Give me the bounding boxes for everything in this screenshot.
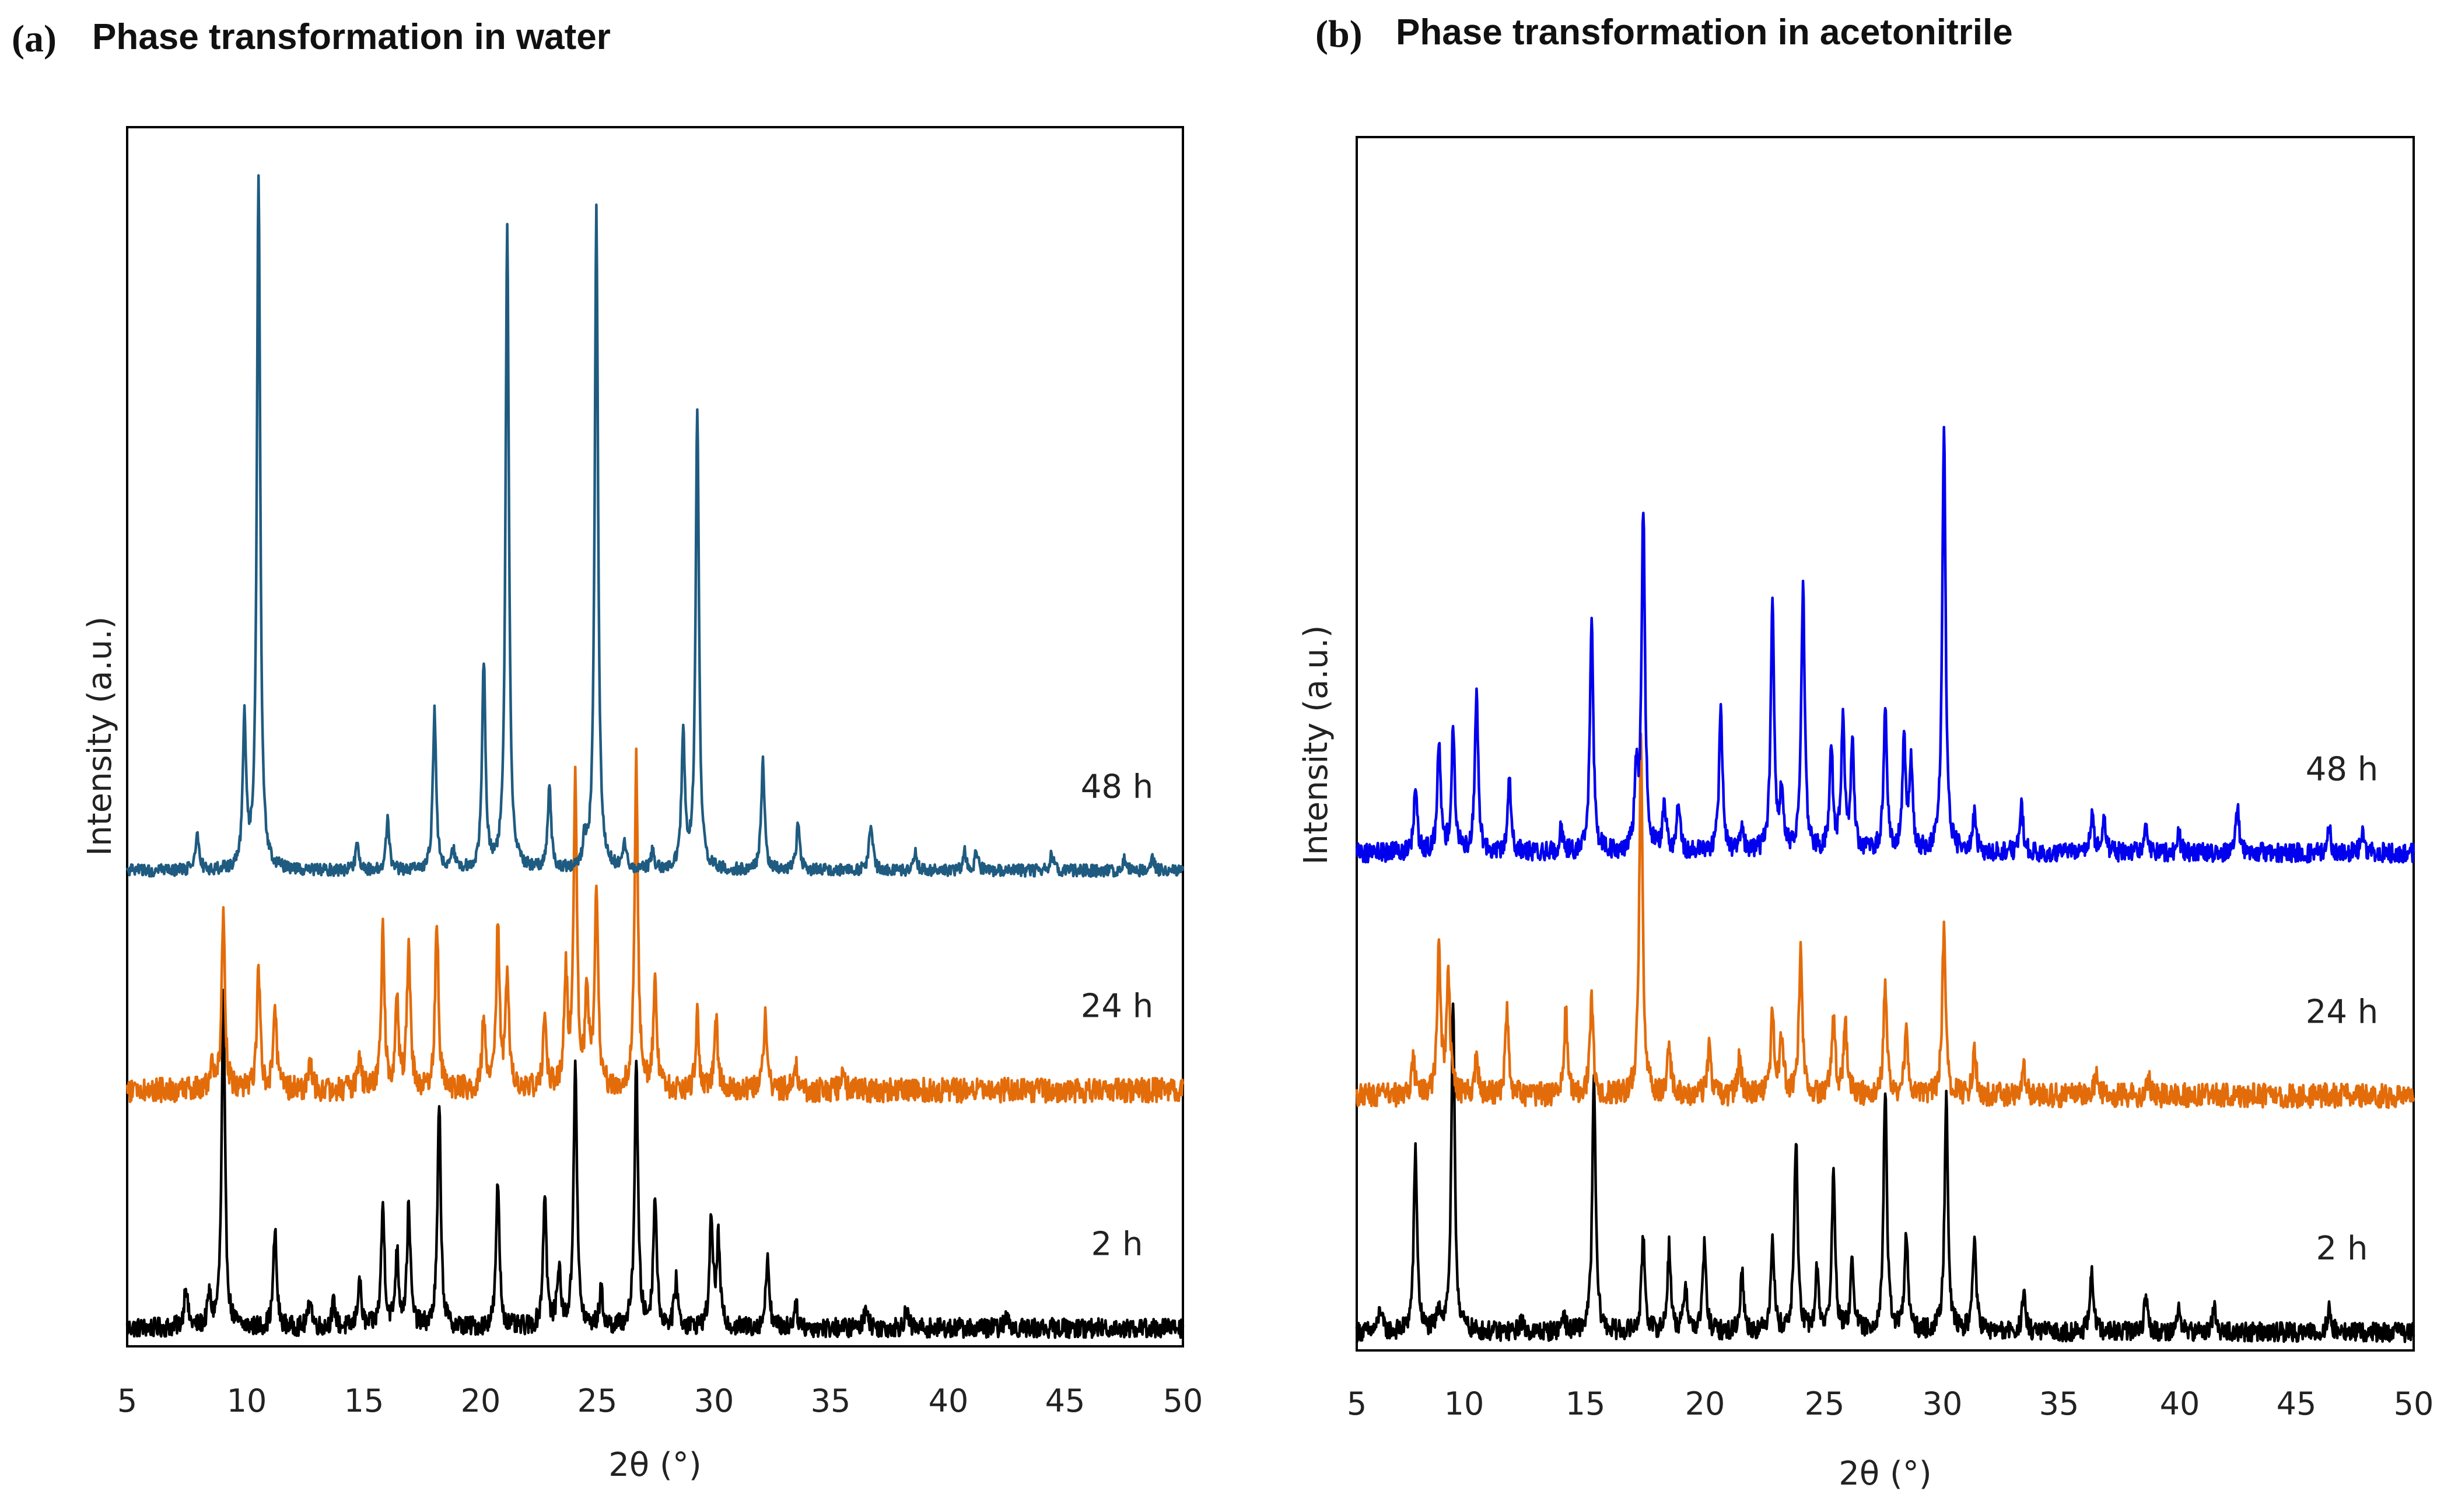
x-tick-label: 50 [1163,1382,1203,1419]
x-tick-label: 5 [1347,1385,1367,1422]
x-tick-label: 20 [461,1382,501,1419]
series-label: 24 h [2306,993,2379,1031]
series-label: 48 h [1081,768,1154,806]
x-tick-label: 45 [2277,1385,2317,1422]
series-labels: 2 h 24 h 48 h [1081,768,1154,1264]
plot-frame [126,126,1184,1348]
series-line-48h [125,174,1185,878]
panel-title: Phase transformation in water [92,17,611,57]
series-label: 24 h [1081,988,1154,1026]
series-line-48h [1355,426,2415,864]
series-layer [1355,426,2415,1343]
y-axis-label: Intensity (a.u.) [1297,625,1335,865]
series-line-24h [1355,732,2415,1110]
x-tick-label: 35 [811,1382,851,1419]
y-axis-label: Intensity (a.u.) [81,617,119,856]
x-tick-label: 10 [227,1382,267,1419]
panel-title: Phase transformation in acetonitrile [1396,12,2013,52]
x-tick-labels: 5 10 15 20 25 30 35 40 45 50 [1347,1385,2434,1422]
x-tick-labels: 5 10 15 20 25 30 35 40 45 50 [117,1382,1203,1419]
x-tick-label: 35 [2039,1385,2079,1422]
series-labels: 2 h 24 h 48 h [2306,750,2379,1268]
x-tick-label: 40 [929,1382,969,1419]
x-tick-label: 15 [1566,1385,1606,1422]
panel-letter: (a) [12,18,57,60]
x-tick-label: 30 [694,1382,734,1419]
x-axis-label: 2θ (°) [1839,1455,1931,1493]
x-tick-label: 30 [1923,1385,1963,1422]
panel-letter: (b) [1315,13,1363,55]
x-axis-label: 2θ (°) [608,1446,701,1484]
x-tick-label: 50 [2394,1385,2434,1422]
panel-a: (a) Phase transformation in water 5 10 15 2… [12,17,1203,1484]
plot-frame [1356,136,2415,1352]
x-tick-label: 40 [2160,1385,2200,1422]
panel-b: (b) Phase transformation in acetonitrile… [1297,12,2434,1493]
series-layer [125,174,1185,1339]
series-line-24h [125,747,1185,1104]
series-line-2h [125,989,1185,1339]
series-label: 2 h [2316,1230,2368,1268]
x-tick-label: 5 [117,1382,137,1419]
x-tick-label: 20 [1685,1385,1725,1422]
x-tick-label: 10 [1444,1385,1484,1422]
series-line-2h [1355,1002,2415,1343]
series-label: 48 h [2306,750,2379,788]
series-label: 2 h [1091,1225,1143,1263]
x-tick-label: 45 [1045,1382,1086,1419]
x-tick-label: 25 [577,1382,618,1419]
x-tick-label: 15 [344,1382,384,1419]
x-tick-label: 25 [1805,1385,1845,1422]
